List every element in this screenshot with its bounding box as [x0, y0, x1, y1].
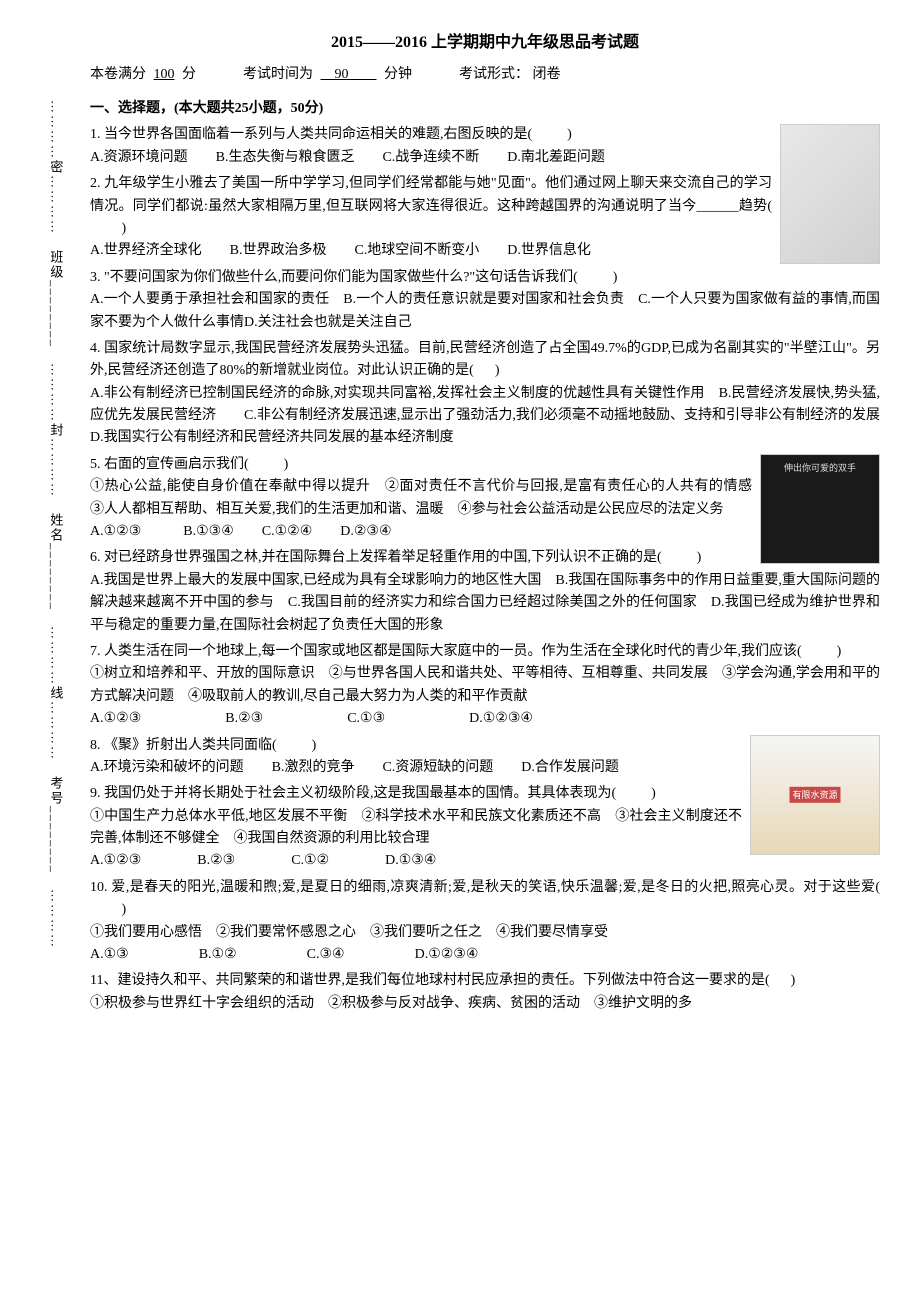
exam-title: 2015——2016 上学期期中九年级思品考试题	[90, 30, 880, 56]
time-value: 90	[317, 67, 381, 82]
exam-info: 本卷满分 100 分 考试时间为 90 分钟 考试形式： 闭卷	[90, 64, 880, 86]
question-11: 11、建设持久和平、共同繁荣的和谐世界,是我们每位地球村村民应承担的责任。下列做…	[90, 970, 880, 1015]
q10-options: A.①③ B.①② C.③④ D.①②③④	[90, 944, 880, 966]
q1-options: A.资源环境问题 B.生态失衡与粮食匮乏 C.战争连续不断 D.南北差距问题	[90, 147, 880, 169]
resources-image	[750, 735, 880, 855]
score-suffix: 分	[182, 67, 196, 82]
form-prefix: 考试形式：	[459, 67, 529, 82]
question-2: 2. 九年级学生小雅去了美国一所中学学习,但同学们经常都能与她"见面"。他们通过…	[90, 173, 880, 263]
question-3: 3. "不要问国家为你们做些什么,而要问你们能为国家做些什么?"这句话告诉我们(…	[90, 267, 880, 334]
q7-sub: ①树立和培养和平、开放的国际意识 ②与世界各国人民和谐共处、平等相待、互相尊重、…	[90, 663, 880, 708]
question-4: 4. 国家统计局数字显示,我国民营经济发展势头迅猛。目前,民营经济创造了占全国4…	[90, 338, 880, 450]
globe-image	[780, 124, 880, 264]
q10-sub: ①我们要用心感悟 ②我们要常怀感恩之心 ③我们要听之任之 ④我们要尽情享受	[90, 922, 880, 944]
content-area: 2015——2016 上学期期中九年级思品考试题 本卷满分 100 分 考试时间…	[90, 30, 880, 1015]
time-prefix: 考试时间为	[243, 67, 313, 82]
q1-text: 1. 当今世界各国面临着一系列与人类共同命运相关的难题,右图反映的是( )	[90, 124, 880, 146]
hands-image	[760, 454, 880, 564]
q2-text: 2. 九年级学生小雅去了美国一所中学学习,但同学们经常都能与她"见面"。他们通过…	[90, 173, 880, 240]
q6-options: A.我国是世界上最大的发展中国家,已经成为具有全球影响力的地区性大国 B.我国在…	[90, 570, 880, 637]
q7-text: 7. 人类生活在同一个地球上,每一个国家或地区都是国际大家庭中的一员。作为生活在…	[90, 641, 880, 663]
question-7: 7. 人类生活在同一个地球上,每一个国家或地区都是国际大家庭中的一员。作为生活在…	[90, 641, 880, 731]
score-prefix: 本卷满分	[90, 67, 146, 82]
q10-text: 10. 爱,是春天的阳光,温暖和煦;爱,是夏日的细雨,凉爽清新;爱,是秋天的笑语…	[90, 877, 880, 922]
q11-sub: ①积极参与世界红十字会组织的活动 ②积极参与反对战争、疾病、贫困的活动 ③维护文…	[90, 993, 880, 1015]
binding-text: …………密………… 班级________ …………封………… 姓名_______…	[45, 100, 66, 949]
q2-options: A.世界经济全球化 B.世界政治多极 C.地球空间不断变小 D.世界信息化	[90, 240, 880, 262]
question-10: 10. 爱,是春天的阳光,温暖和煦;爱,是夏日的细雨,凉爽清新;爱,是秋天的笑语…	[90, 877, 880, 967]
q3-text: 3. "不要问国家为你们做些什么,而要问你们能为国家做些什么?"这句话告诉我们(…	[90, 267, 880, 289]
q3-options: A.一个人要勇于承担社会和国家的责任 B.一个人的责任意识就是要对国家和社会负责…	[90, 289, 880, 334]
q7-options: A.①②③ B.②③ C.①③ D.①②③④	[90, 708, 880, 730]
section-1-title: 一、选择题，(本大题共25小题，50分)	[90, 98, 880, 120]
score-value: 100	[150, 67, 179, 82]
question-1: 1. 当今世界各国面临着一系列与人类共同命运相关的难题,右图反映的是( ) A.…	[90, 124, 880, 169]
q4-text: 4. 国家统计局数字显示,我国民营经济发展势头迅猛。目前,民营经济创造了占全国4…	[90, 338, 880, 383]
time-suffix: 分钟	[384, 67, 412, 82]
form-value: 闭卷	[533, 67, 561, 82]
q4-options: A.非公有制经济已控制国民经济的命脉,对实现共同富裕,发挥社会主义制度的优越性具…	[90, 383, 880, 450]
binding-edge: …………密………… 班级________ …………封………… 姓名_______…	[30, 30, 80, 1019]
q11-text: 11、建设持久和平、共同繁荣的和谐世界,是我们每位地球村村民应承担的责任。下列做…	[90, 970, 880, 992]
